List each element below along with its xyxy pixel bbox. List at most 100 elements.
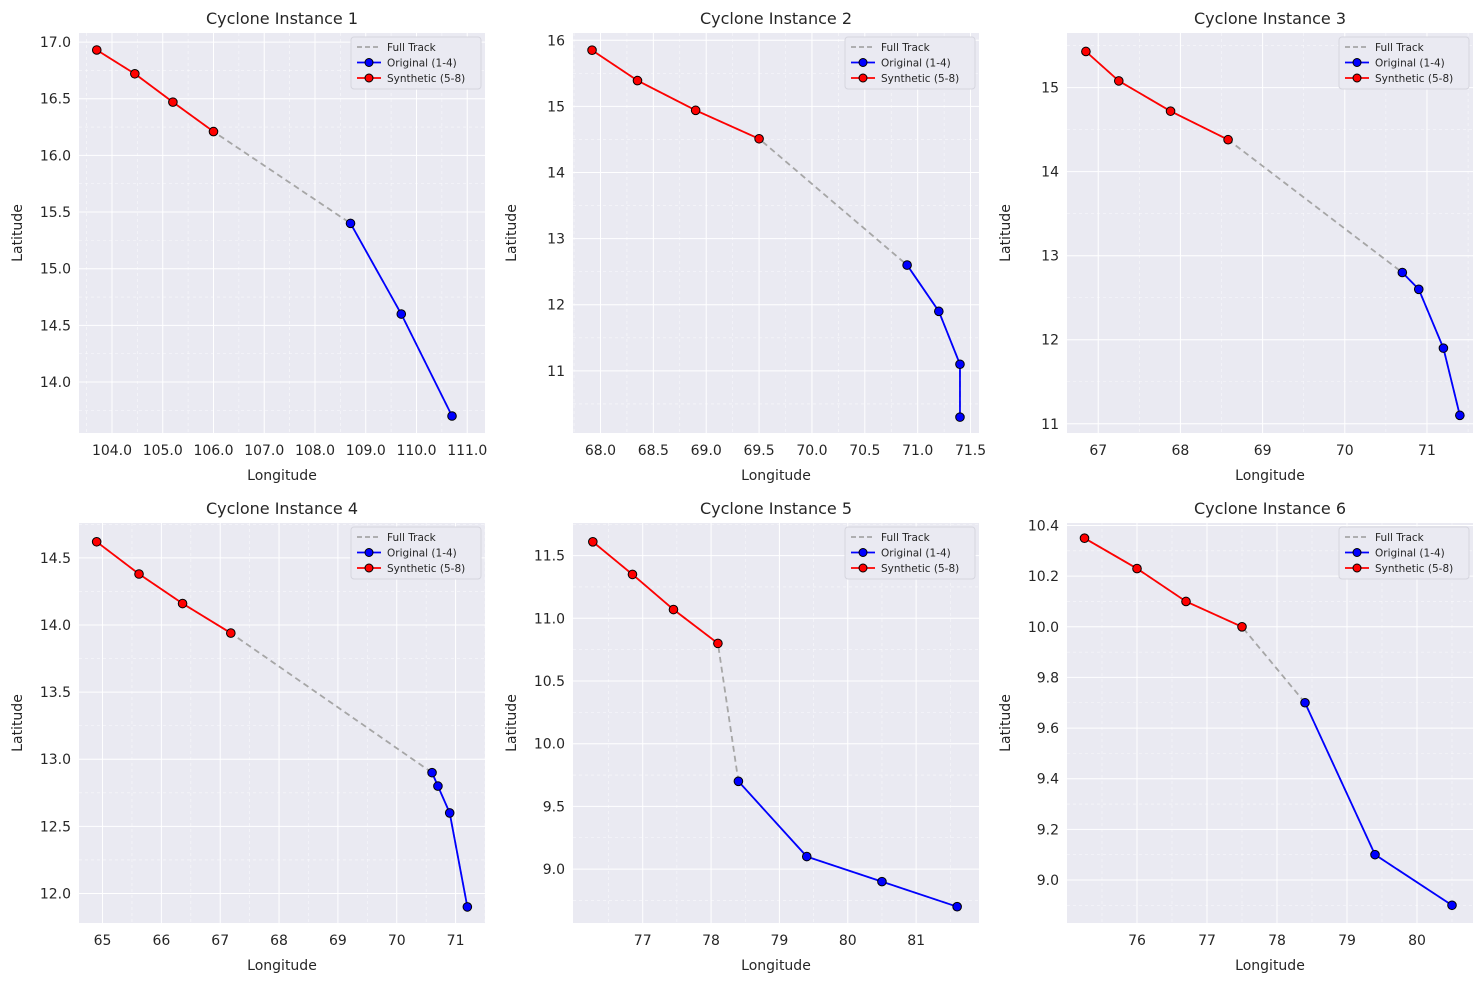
chart-title: Cyclone Instance 3 (1194, 9, 1346, 28)
legend-original-marker (364, 548, 374, 557)
y-tick-label: 12 (1041, 333, 1059, 349)
plot-area (79, 523, 485, 923)
chart-title: Cyclone Instance 4 (206, 499, 358, 518)
synthetic-series-line (96, 49, 215, 133)
plot-area (573, 33, 979, 433)
x-tick-label: 67 (211, 933, 229, 949)
plot-area (1067, 523, 1473, 923)
x-tick-label: 69.5 (743, 443, 774, 459)
x-tick-label: 71 (1418, 443, 1436, 459)
legend-synthetic-label: Synthetic (5-8) (881, 73, 959, 85)
x-axis-label: Longitude (247, 958, 317, 974)
chart-panel-4: 65 66 67 68 69 70 71 12.0 12.5 13.0 13.5 14.0 14.5 Cy… (10, 499, 486, 974)
original-point (1447, 900, 1457, 911)
original-point (427, 767, 437, 778)
y-tick-label: 9.6 (1037, 721, 1059, 737)
y-axis-label: Latitude (504, 204, 520, 262)
legend-synthetic-label: Synthetic (5-8) (387, 563, 465, 575)
y-tick-label: 13 (1041, 249, 1059, 265)
original-series-line (906, 264, 961, 418)
original-series-line (431, 772, 469, 908)
y-tick-label: 10.0 (1028, 620, 1059, 636)
gridlines (573, 523, 979, 923)
y-axis-label: Latitude (998, 204, 1014, 262)
y-tick-label: 14 (547, 166, 565, 182)
legend-original-marker (858, 58, 868, 67)
legend-original-label: Original (1-4) (1375, 548, 1445, 560)
synthetic-series-line (591, 49, 760, 140)
y-tick-label: 9.0 (1037, 873, 1059, 889)
synthetic-series-line (1085, 50, 1229, 141)
synthetic-point (1079, 533, 1090, 543)
legend-box (1338, 526, 1470, 580)
synthetic-point (1113, 76, 1124, 86)
original-point (462, 902, 473, 912)
y-tick-label: 10.4 (1028, 519, 1059, 535)
original-point (902, 260, 912, 270)
original-point (444, 808, 455, 818)
original-point (433, 781, 443, 791)
y-tick-label: 16.5 (40, 92, 71, 108)
synthetic-point (1132, 563, 1142, 574)
x-tick-label: 68.0 (585, 443, 616, 459)
synthetic-point (226, 628, 236, 638)
x-axis-label: Longitude (741, 958, 811, 974)
original-point (1397, 267, 1408, 278)
y-tick-label: 15 (1041, 81, 1059, 97)
synthetic-point (168, 97, 178, 107)
legend-synthetic-label: Synthetic (5-8) (387, 73, 465, 85)
legend-synthetic-label: Synthetic (5-8) (881, 563, 959, 575)
gridlines (79, 33, 485, 433)
legend-box (350, 526, 482, 580)
original-point (733, 776, 744, 787)
y-tick-label: 9.0 (543, 862, 565, 878)
x-tick-label: 71.5 (955, 443, 986, 459)
chart-panel-2: 68.0 68.5 69.0 69.5 70.0 70.5 71.0 71.5 11 12 13 14… (504, 9, 986, 484)
x-tick-label: 68 (270, 933, 288, 949)
legend-full-track-label: Full Track (881, 532, 931, 544)
legend-original-label: Original (1-4) (881, 548, 951, 560)
y-tick-label: 11.5 (534, 549, 565, 565)
x-tick-label: 65 (94, 933, 112, 949)
synthetic-point (690, 105, 701, 116)
x-tick-label: 68 (1172, 443, 1190, 459)
legend: Full Track Original (1-4) Synthetic (5-8) (350, 526, 482, 580)
x-tick-label: 68.5 (638, 443, 669, 459)
x-tick-label: 105.0 (143, 443, 183, 459)
gridlines (1067, 33, 1473, 433)
y-tick-label: 13 (547, 232, 565, 248)
x-tick-label: 80 (839, 933, 857, 949)
y-tick-label: 11 (1041, 417, 1059, 433)
x-tick-label: 69 (1254, 443, 1272, 459)
synthetic-point (627, 569, 638, 580)
y-tick-label: 14 (1041, 165, 1059, 181)
legend-synthetic-marker (1352, 563, 1362, 573)
synthetic-point (91, 536, 102, 547)
y-tick-label: 14.5 (40, 551, 71, 567)
legend-synthetic-marker (1352, 73, 1362, 83)
y-tick-label: 14.0 (40, 375, 71, 391)
synthetic-point (1223, 134, 1233, 145)
y-tick-label: 10.0 (534, 737, 565, 753)
x-axis-label: Longitude (247, 468, 317, 484)
y-tick-label: 13.0 (40, 752, 71, 768)
x-tick-label: 71.0 (902, 443, 933, 459)
original-point (801, 851, 812, 862)
x-tick-label: 70 (388, 933, 406, 949)
chart-panel-3: 67 68 69 70 71 11 12 13 14 15 Cyclone Instance 3 Lo… (998, 9, 1473, 484)
legend-original-label: Original (1-4) (387, 548, 457, 560)
plot-area (79, 33, 485, 433)
synthetic-point (1181, 596, 1191, 607)
y-tick-label: 15 (547, 99, 565, 115)
y-tick-label: 12 (547, 298, 565, 314)
legend-box (844, 526, 976, 580)
original-point (396, 309, 407, 319)
legend-original-marker (858, 548, 868, 557)
y-tick-label: 14.0 (40, 618, 71, 634)
chart-title: Cyclone Instance 5 (700, 499, 852, 518)
x-tick-label: 76 (1128, 933, 1146, 949)
original-point (952, 901, 962, 912)
y-tick-label: 11 (547, 364, 565, 380)
y-axis-label: Latitude (10, 694, 26, 752)
